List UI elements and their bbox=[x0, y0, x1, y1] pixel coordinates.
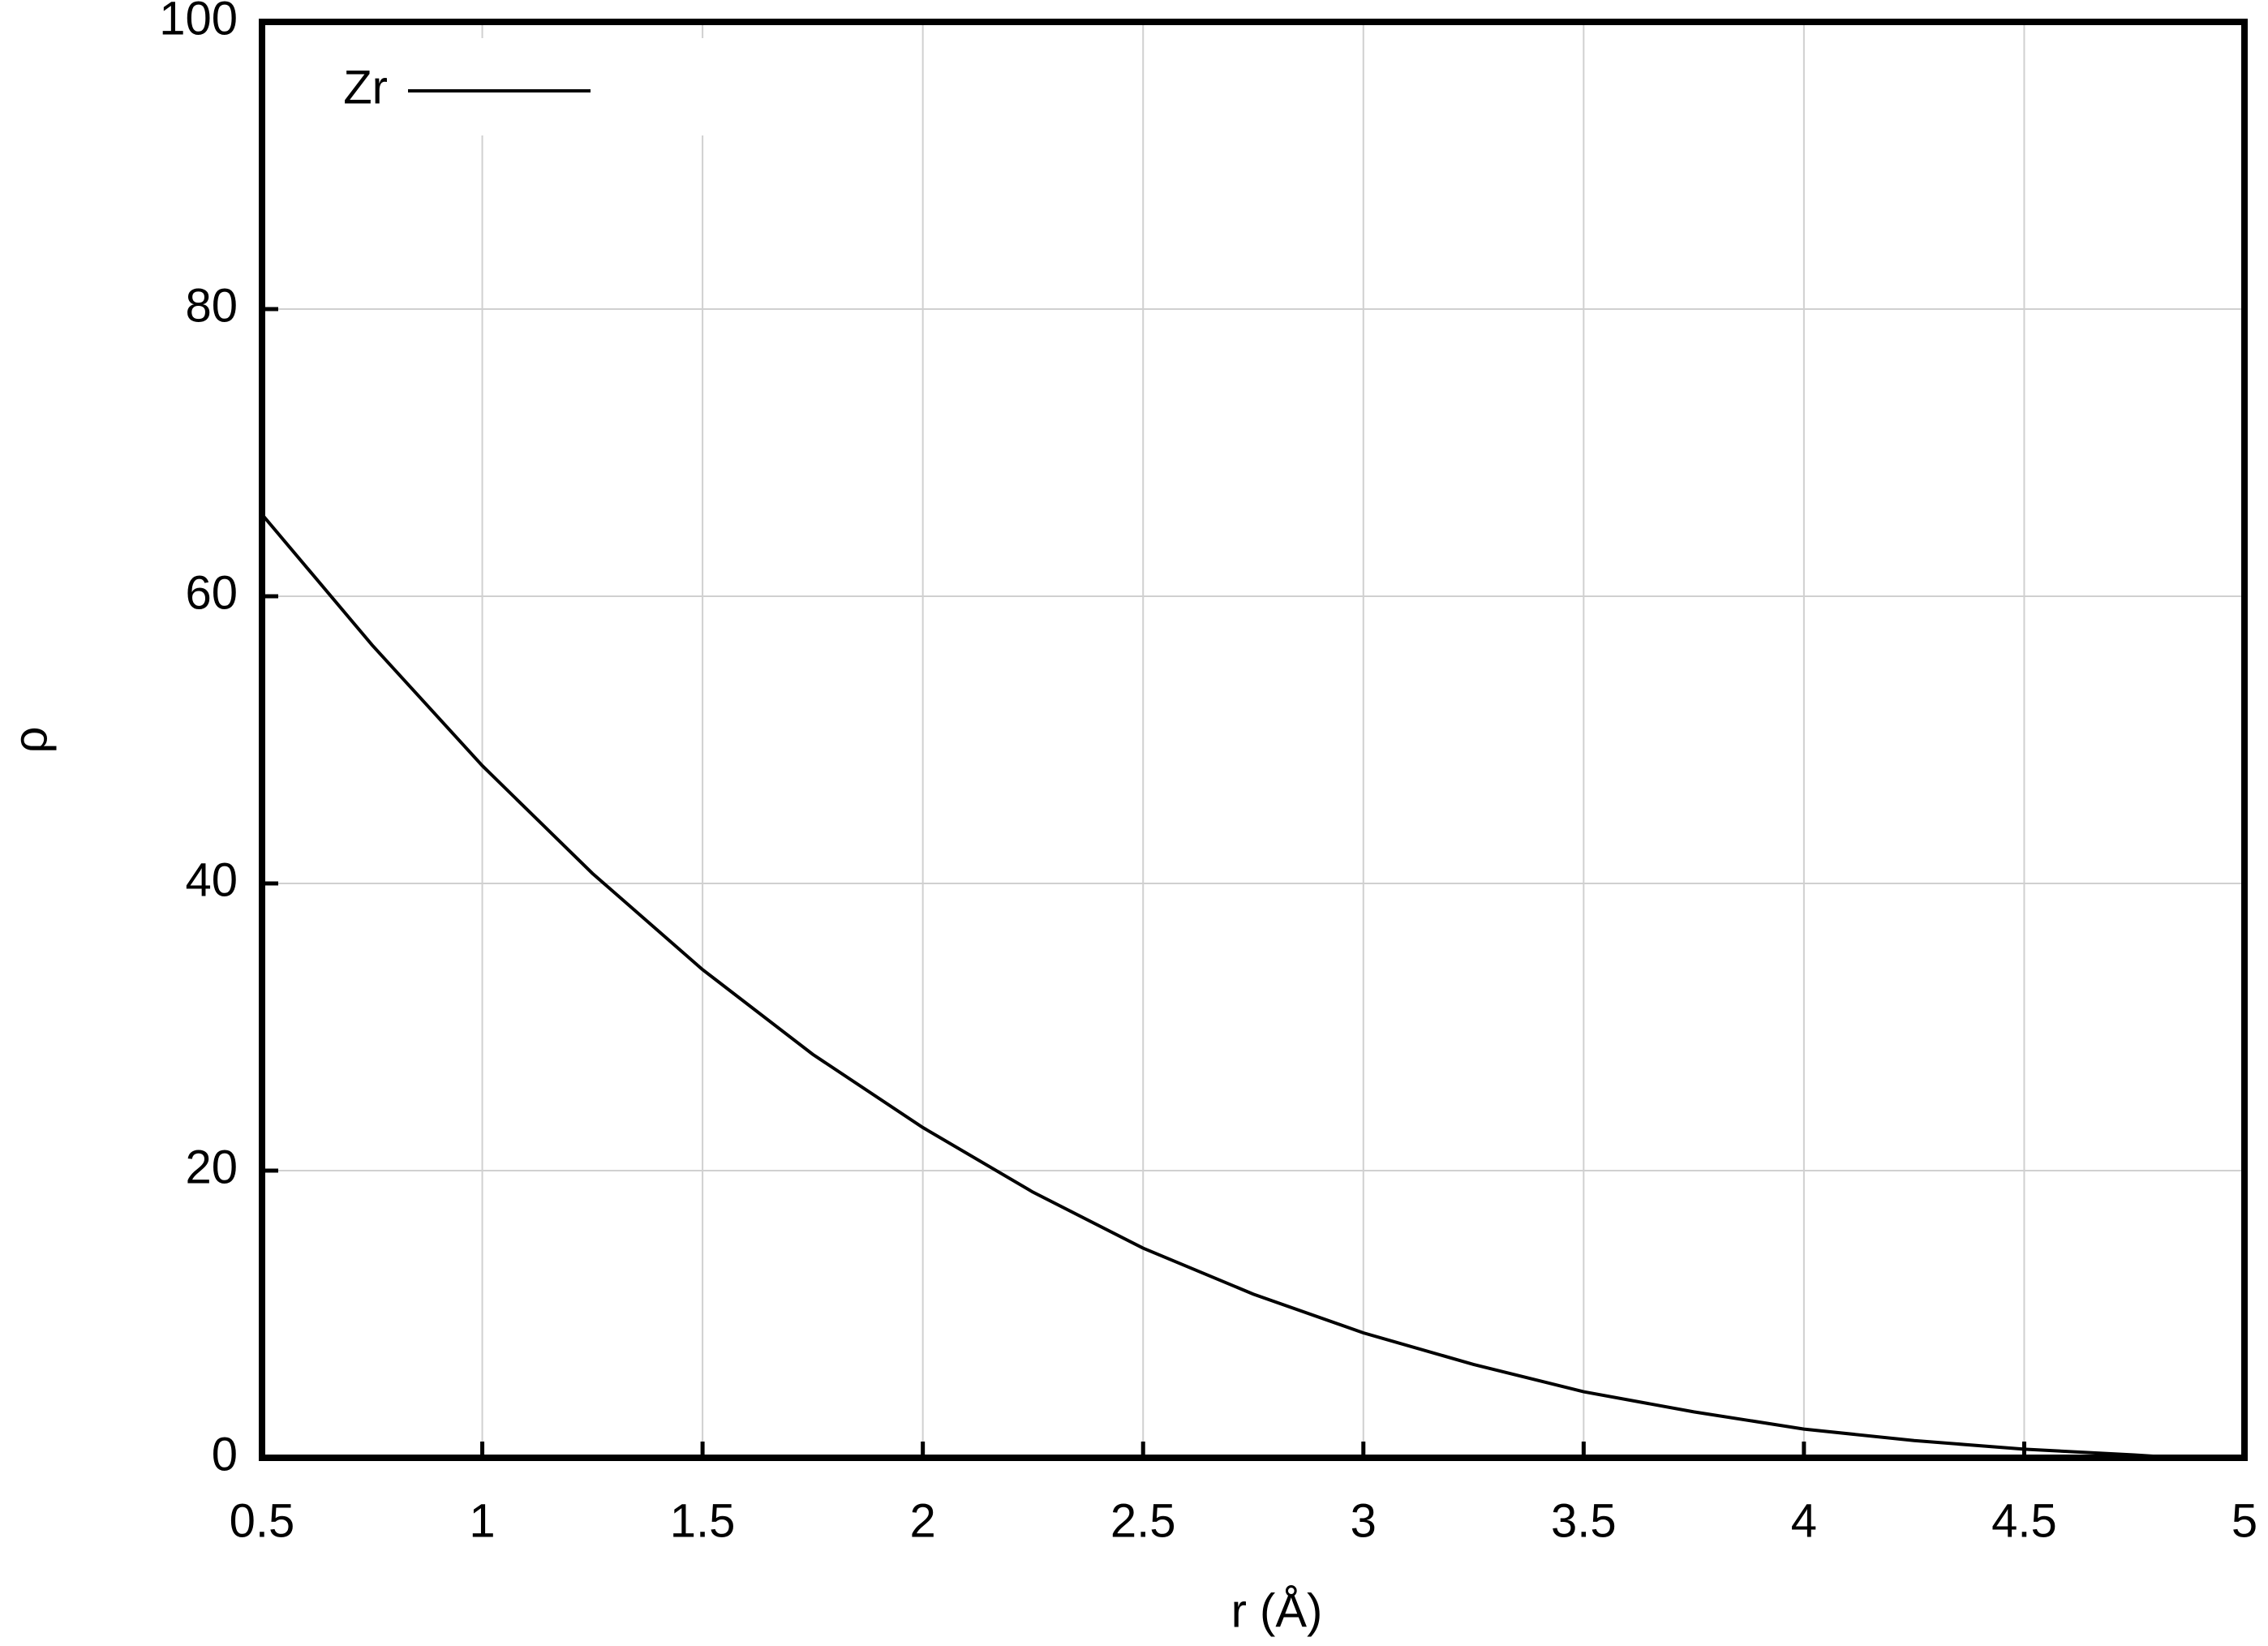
x-tick-label: 4.5 bbox=[1991, 1494, 2057, 1547]
x-tick-label: 2 bbox=[910, 1494, 936, 1547]
x-tick-label: 3 bbox=[1351, 1494, 1377, 1547]
y-tick-label: 100 bbox=[159, 0, 238, 45]
plot-frame bbox=[259, 19, 2248, 1461]
x-tick-label: 5 bbox=[2231, 1494, 2257, 1547]
x-tick-label: 4 bbox=[1791, 1494, 1817, 1547]
y-tick-label: 0 bbox=[212, 1428, 238, 1481]
y-tick-label: 80 bbox=[185, 279, 238, 332]
y-tick-label: 20 bbox=[185, 1141, 238, 1193]
y-axis-label: ρ bbox=[4, 727, 57, 754]
legend-label: Zr bbox=[343, 61, 388, 114]
data-line bbox=[260, 513, 2179, 1459]
legend-box bbox=[294, 38, 878, 135]
y-tick-label: 60 bbox=[185, 566, 238, 619]
x-axis-label: r (Å) bbox=[1231, 1584, 1323, 1637]
x-tick-label: 1.5 bbox=[670, 1494, 736, 1547]
x-tick-label: 0.5 bbox=[230, 1494, 295, 1547]
x-tick-label: 2.5 bbox=[1110, 1494, 1176, 1547]
y-tick-label: 40 bbox=[185, 853, 238, 906]
x-tick-label: 3.5 bbox=[1551, 1494, 1617, 1547]
x-tick-label: 1 bbox=[469, 1494, 495, 1547]
